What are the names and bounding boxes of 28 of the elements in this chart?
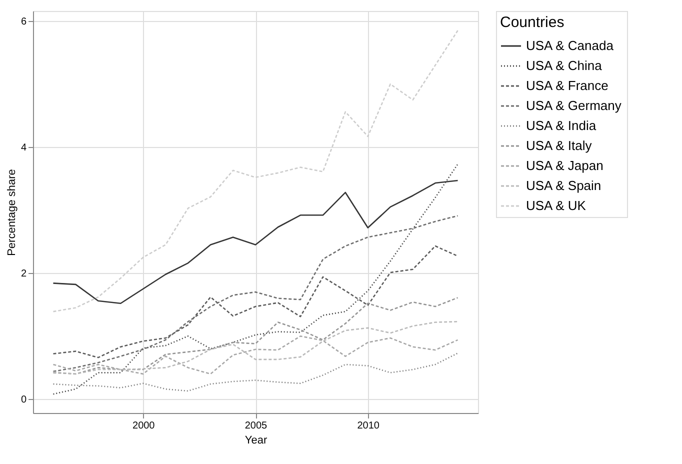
legend-label: USA & France — [526, 78, 608, 93]
x-tick-label: 2005 — [244, 420, 268, 432]
line-series — [52, 30, 458, 312]
legend-label: USA & China — [526, 58, 603, 73]
line-series — [52, 352, 458, 392]
y-tick-label: 0 — [20, 394, 27, 406]
y-tick-label: 2 — [20, 268, 27, 280]
x-tick-label: 2000 — [132, 420, 156, 432]
legend-title: Countries — [500, 14, 564, 31]
line-series — [52, 215, 458, 372]
legend-label: USA & India — [526, 118, 597, 133]
legend-label: USA & Italy — [526, 138, 592, 153]
legend-label: USA & Japan — [526, 158, 604, 173]
legend-label: USA & Germany — [526, 98, 622, 113]
legend-label: USA & Canada — [526, 38, 614, 53]
x-tick-label: 2010 — [357, 420, 380, 432]
y-axis-title: Percentage share — [6, 169, 18, 256]
line-series — [52, 163, 458, 395]
y-tick-label: 6 — [20, 16, 27, 28]
line-series — [52, 320, 458, 375]
legend-label: USA & UK — [526, 198, 586, 213]
legend-label: USA & Spain — [526, 178, 602, 193]
y-tick-label: 4 — [20, 142, 27, 154]
line-series — [52, 297, 458, 375]
line-series — [52, 335, 458, 375]
line-series — [52, 180, 458, 304]
x-axis-title: Year — [244, 434, 268, 446]
line-series — [52, 245, 458, 358]
